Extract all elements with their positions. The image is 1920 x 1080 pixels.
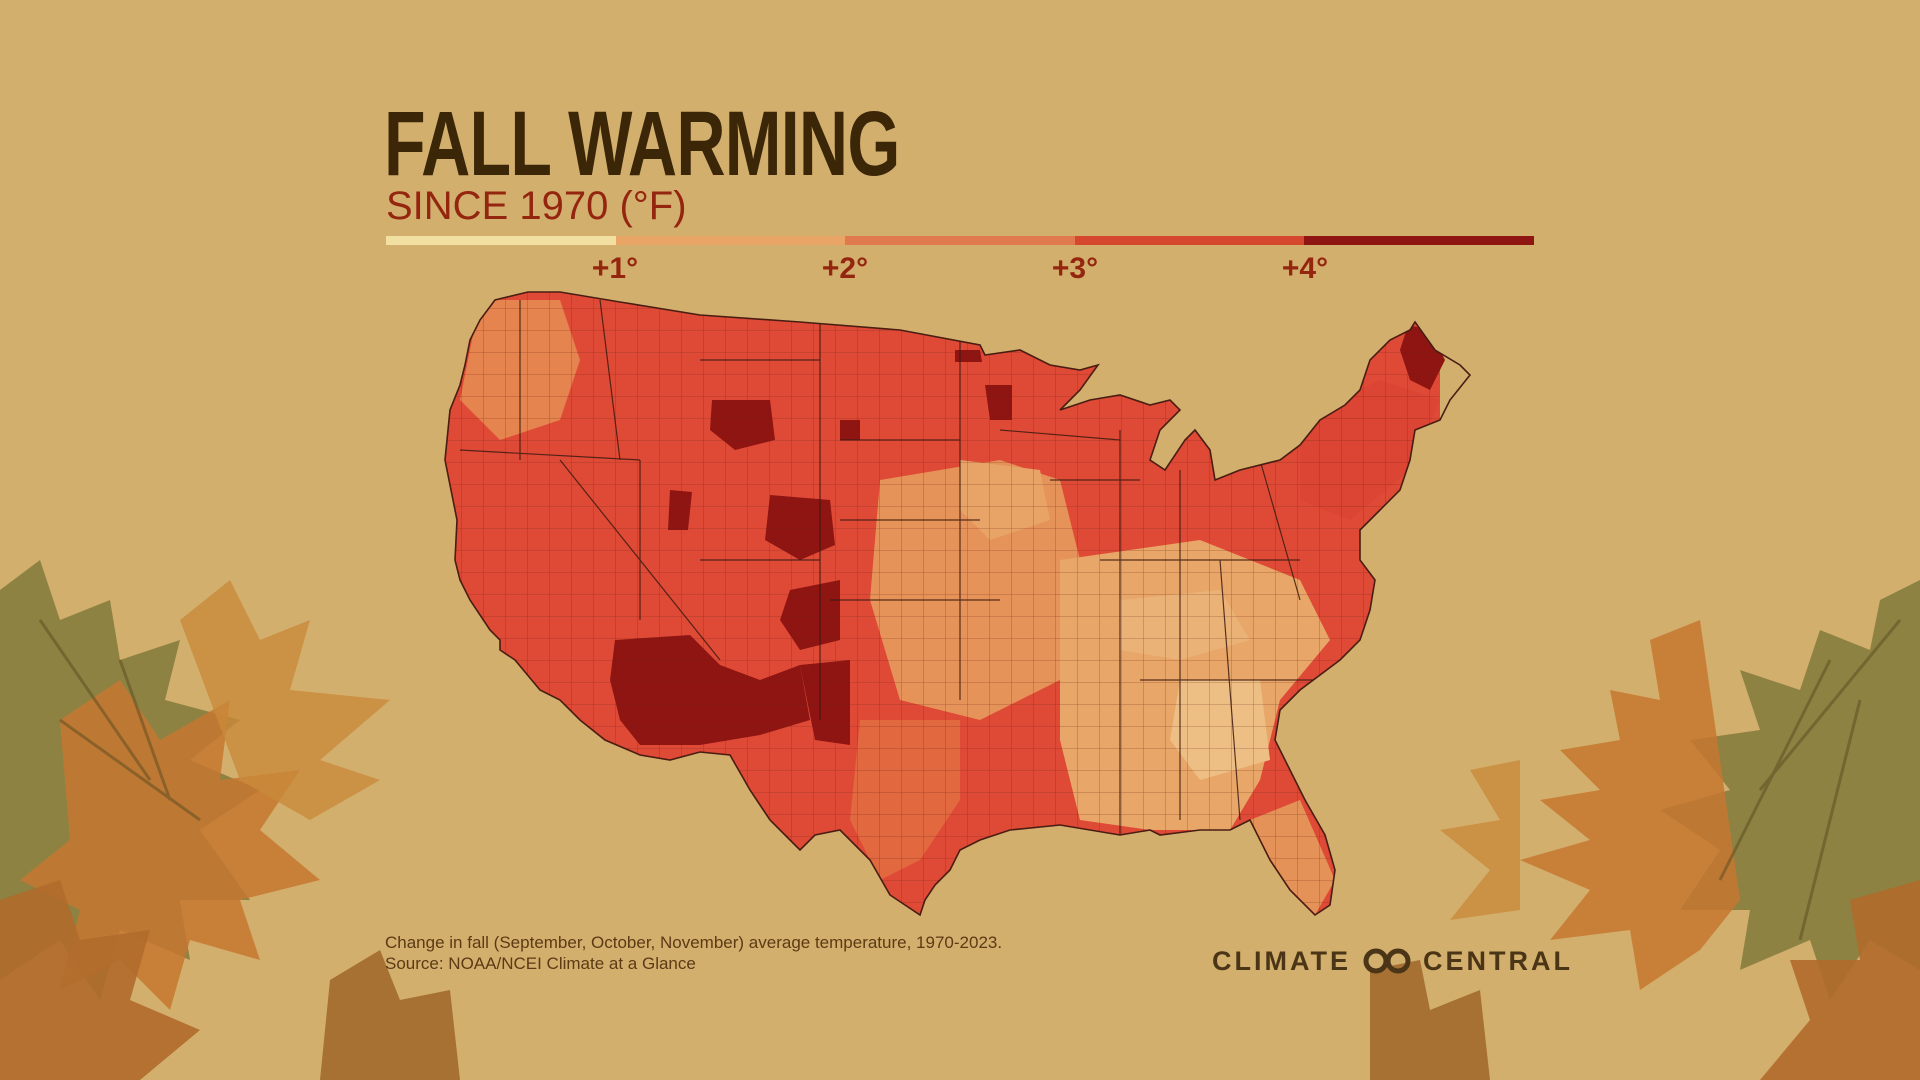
page-title: FALL WARMING (384, 93, 900, 195)
legend-tick-3: +3° (1051, 252, 1099, 285)
climate-central-logo-icon (1363, 948, 1411, 974)
legend-tick-2: +2° (821, 252, 869, 285)
legend-tick-4: +4° (1281, 252, 1329, 285)
legend-color-scale (386, 236, 1534, 245)
page-subtitle: SINCE 1970 (°F) (386, 184, 687, 228)
state-borders (459, 299, 1330, 860)
legend-swatch-1 (386, 236, 616, 245)
brand-name-left: CLIMATE (1212, 945, 1351, 976)
footnote-source: Source: NOAA/NCEI Climate at a Glance (385, 954, 696, 973)
legend-swatch-2 (615, 236, 846, 245)
climate-central-logo: CLIMATE CENTRAL (1212, 944, 1573, 978)
right-leaf-cluster (1370, 580, 1920, 1080)
legend-swatch-4 (1074, 236, 1305, 245)
footnote-description: Change in fall (September, October, Nove… (385, 933, 1003, 952)
us-map-fill (445, 292, 1445, 915)
legend-tick-1: +1° (591, 252, 639, 285)
legend-swatch-3 (845, 236, 1075, 245)
brand-name-right: CENTRAL (1422, 945, 1573, 976)
legend-swatch-5 (1304, 236, 1534, 245)
left-leaf-cluster (0, 560, 460, 1080)
